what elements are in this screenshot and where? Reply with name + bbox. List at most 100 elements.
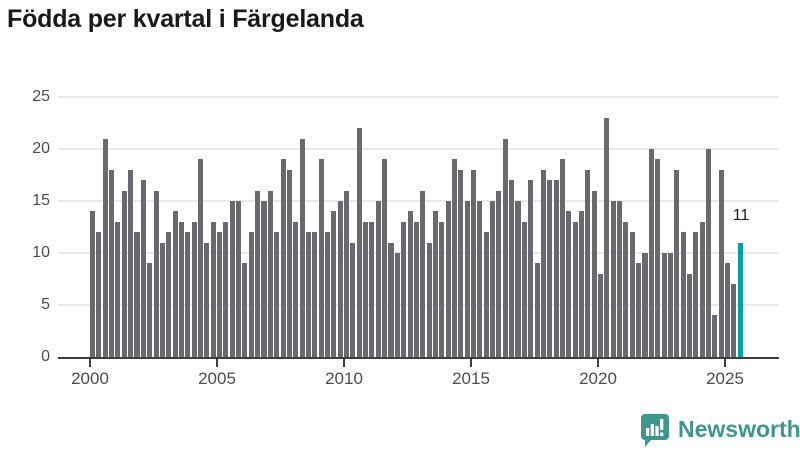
bar-2013-Q1 [420, 190, 426, 357]
x-axis-tick-2005 [216, 359, 218, 367]
bar-2008-Q3 [305, 232, 311, 357]
bar-2012-Q3 [407, 211, 413, 357]
bar-2001-Q1 [115, 221, 121, 357]
chart-title: Födda per kvartal i Färgelanda [7, 5, 364, 33]
bar-2002-Q4 [159, 242, 165, 357]
bar-2003-Q4 [185, 232, 191, 357]
bar-2022-Q2 [655, 159, 661, 357]
bar-2000-Q1 [90, 211, 96, 357]
bar-2014-Q2 [451, 159, 458, 357]
bar-2008-Q4 [312, 232, 318, 357]
bar-2023-Q1 [674, 169, 680, 357]
y-axis-tick-label-25: 25 [32, 88, 50, 105]
bar-2014-Q4 [464, 201, 470, 357]
x-axis-tick-2010 [343, 359, 345, 367]
bar-2012-Q2 [401, 221, 407, 357]
bar-2012-Q4 [413, 221, 419, 357]
bar-2018-Q4 [566, 211, 572, 357]
bar-2024-Q4 [718, 169, 724, 357]
bar-2024-Q1 [699, 221, 705, 357]
bar-2014-Q3 [458, 169, 464, 357]
bar-2013-Q2 [426, 242, 432, 357]
bar-2004-Q4 [210, 221, 216, 357]
bar-2021-Q3 [636, 263, 642, 357]
x-axis-line [58, 357, 779, 359]
bar-2013-Q4 [439, 221, 445, 357]
bar-2015-Q3 [483, 232, 489, 357]
bar-2010-Q4 [363, 221, 369, 357]
bar-2017-Q4 [540, 169, 546, 357]
bar-2016-Q4 [515, 201, 521, 357]
bar-2000-Q3 [102, 138, 108, 357]
bar-2000-Q2 [96, 232, 102, 357]
bar-2021-Q4 [642, 253, 648, 357]
bar-2009-Q2 [324, 232, 331, 357]
y-axis-tick-label-15: 15 [32, 192, 50, 209]
bar-2015-Q1 [471, 169, 477, 357]
bar-2023-Q4 [693, 232, 699, 357]
bar-2022-Q1 [648, 149, 654, 357]
x-axis-tick-2015 [470, 359, 472, 367]
bar-2006-Q4 [261, 201, 267, 357]
bar-2016-Q1 [496, 190, 502, 357]
bar-2007-Q3 [280, 159, 286, 357]
bar-2020-Q1 [598, 273, 604, 357]
bar-2020-Q3 [610, 201, 616, 357]
bar-2005-Q1 [217, 232, 223, 357]
highlight-value-label: 11 [732, 207, 750, 224]
bar-2002-Q1 [140, 180, 146, 357]
bar-2011-Q3 [382, 159, 388, 357]
newsworthy-speech-bubble-bar-chart-icon [641, 414, 669, 447]
bar-2017-Q3 [534, 263, 540, 357]
newsworthy-logo: Newsworthy [638, 411, 800, 447]
bar-2017-Q1 [521, 221, 527, 357]
bar-2021-Q1 [623, 221, 629, 357]
bar-2020-Q4 [617, 201, 623, 357]
bar-2012-Q1 [394, 253, 400, 357]
x-axis-tick-2020 [597, 359, 599, 367]
bar-2003-Q3 [178, 221, 184, 357]
bar-2014-Q1 [445, 201, 451, 357]
bar-2008-Q2 [299, 138, 305, 357]
bar-2009-Q3 [331, 211, 337, 357]
bar-2007-Q4 [286, 169, 292, 357]
bar-2009-Q4 [337, 201, 343, 357]
bar-2017-Q2 [528, 180, 534, 357]
bar-2020-Q2 [604, 117, 610, 357]
bar-2019-Q2 [578, 211, 585, 357]
bar-2004-Q2 [197, 159, 204, 357]
bar-2005-Q4 [236, 201, 242, 357]
gridline-y-20 [58, 148, 779, 150]
bar-2006-Q1 [242, 263, 248, 357]
x-axis-tick-2025 [724, 359, 726, 367]
bar-2011-Q2 [375, 201, 381, 357]
bar-2016-Q2 [502, 138, 508, 357]
bar-2015-Q2 [477, 201, 483, 357]
bar-2022-Q3 [661, 253, 667, 357]
bar-2011-Q1 [369, 221, 375, 357]
x-axis-tick-label-2025: 2025 [706, 369, 744, 388]
bar-2004-Q1 [191, 221, 197, 357]
bar-2006-Q3 [255, 190, 261, 357]
bar-2002-Q3 [153, 190, 159, 357]
bar-2009-Q1 [318, 159, 324, 357]
bar-2025-Q1 [725, 263, 731, 357]
bar-2015-Q4 [490, 201, 496, 357]
x-axis-tick-label-2010: 2010 [325, 369, 363, 388]
bar-2001-Q4 [134, 232, 140, 357]
bar-2004-Q3 [204, 242, 210, 357]
bar-2003-Q1 [166, 232, 172, 357]
bar-2018-Q2 [553, 180, 559, 357]
bar-2007-Q1 [267, 190, 273, 357]
bar-2002-Q2 [147, 263, 153, 357]
bar-2013-Q3 [432, 211, 438, 357]
bar-2001-Q3 [128, 169, 134, 357]
bar-2003-Q2 [172, 211, 178, 357]
x-axis-tick-label-2000: 2000 [71, 369, 109, 388]
gridline-y-15 [58, 200, 779, 202]
bar-2019-Q1 [572, 221, 578, 357]
y-axis-tick-label-20: 20 [32, 140, 50, 157]
bar-2025-Q3 [737, 242, 743, 357]
gridline-y-25 [58, 96, 779, 98]
